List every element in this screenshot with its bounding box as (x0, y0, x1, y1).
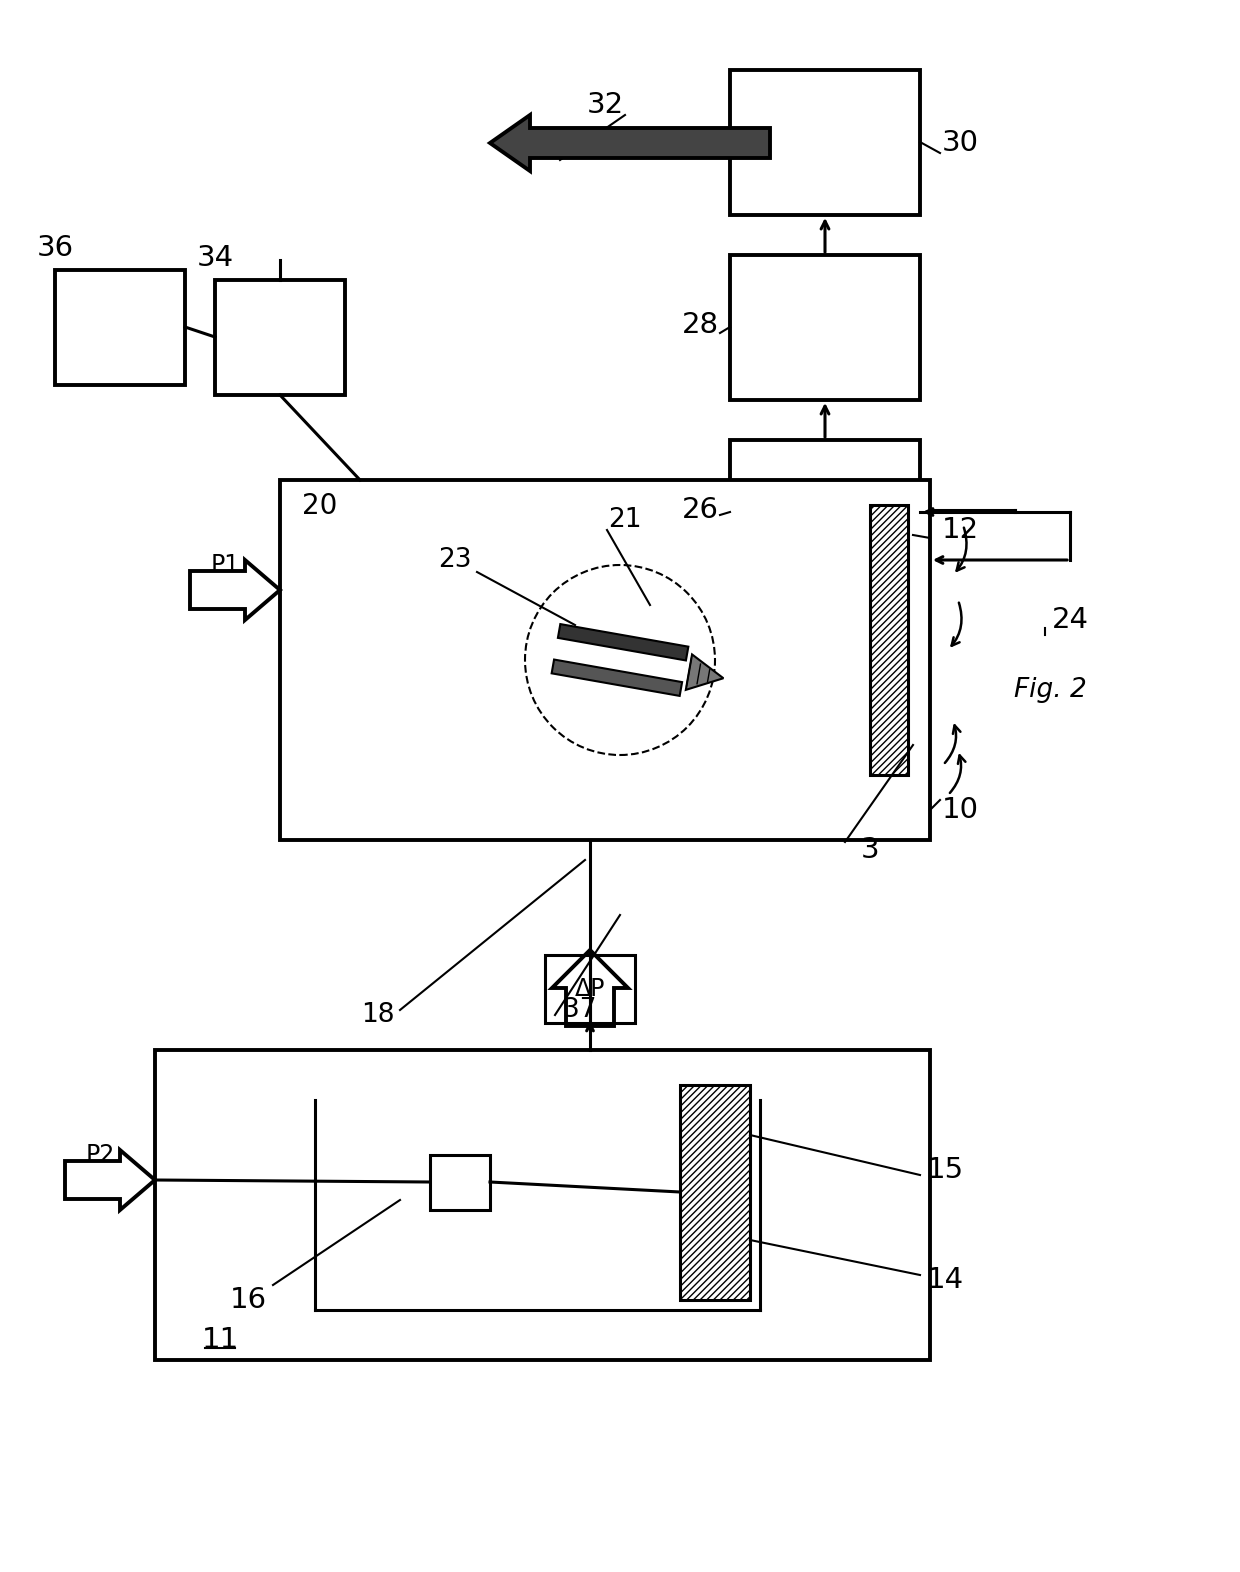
Text: 37: 37 (563, 997, 596, 1023)
Text: 20: 20 (303, 492, 337, 520)
Polygon shape (686, 654, 723, 690)
Bar (730, 255, 920, 399)
Text: 12: 12 (941, 516, 978, 544)
Text: 16: 16 (229, 1286, 267, 1314)
Text: 10: 10 (941, 795, 978, 824)
Bar (55, 270, 185, 385)
Bar (730, 440, 920, 585)
Polygon shape (558, 624, 688, 660)
Text: 18: 18 (361, 1001, 394, 1028)
Text: 30: 30 (941, 129, 978, 157)
Bar (280, 479, 930, 839)
Text: P2: P2 (86, 1143, 114, 1166)
Polygon shape (552, 660, 682, 696)
Polygon shape (490, 115, 770, 171)
Text: 14: 14 (926, 1265, 963, 1294)
Bar (730, 71, 920, 215)
Text: 21: 21 (609, 508, 642, 533)
Bar (215, 280, 345, 395)
Bar (546, 956, 635, 1023)
Text: 34: 34 (196, 244, 233, 272)
Bar (155, 1050, 930, 1360)
Text: 15: 15 (926, 1155, 963, 1184)
Text: 24: 24 (1052, 605, 1089, 634)
Text: 23: 23 (438, 547, 471, 574)
Text: ΔP: ΔP (575, 978, 605, 1001)
Text: 3: 3 (861, 836, 879, 865)
Text: 26: 26 (682, 497, 718, 523)
Text: Fig. 2: Fig. 2 (1013, 678, 1086, 703)
Bar (870, 505, 908, 775)
Text: 28: 28 (682, 311, 718, 340)
Text: 36: 36 (36, 234, 73, 263)
Bar (680, 1085, 750, 1300)
Text: 32: 32 (587, 91, 624, 119)
Text: 11: 11 (201, 1327, 238, 1353)
Bar (430, 1155, 490, 1210)
Text: P1: P1 (211, 553, 239, 577)
